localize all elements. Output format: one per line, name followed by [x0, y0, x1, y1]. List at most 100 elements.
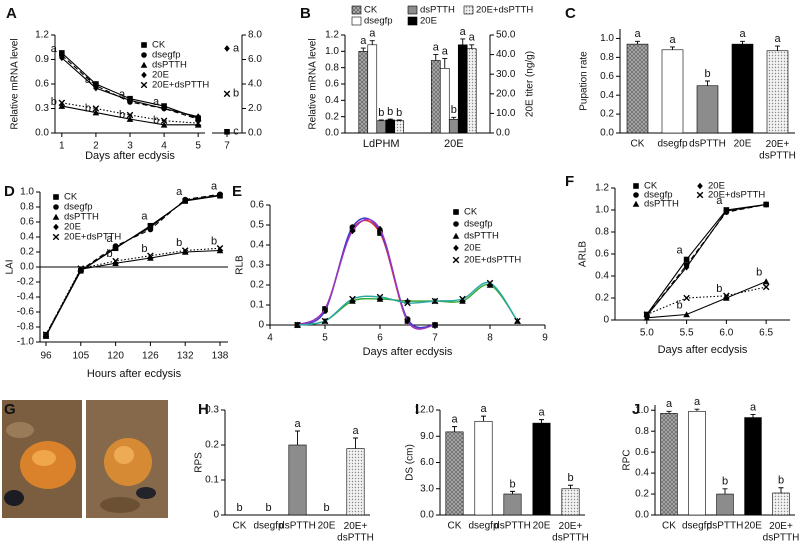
marker	[112, 259, 119, 267]
x-tick-label: 5.0	[640, 328, 654, 339]
panel-label: D	[4, 183, 15, 200]
line	[45, 247, 221, 335]
y-tick-label: 0	[213, 510, 219, 521]
y-tick-label: 0.4	[635, 468, 649, 479]
marker	[224, 128, 230, 135]
marker	[632, 200, 640, 207]
significance-letter: a	[538, 407, 545, 419]
panel-label: C	[565, 5, 576, 22]
significance-letter: b	[451, 104, 457, 116]
significance-letter: a	[352, 425, 359, 437]
error-bar	[750, 413, 756, 418]
marker	[723, 292, 730, 300]
y-tick-label: 0.0	[600, 128, 614, 139]
y-axis-label: ARLB	[578, 241, 589, 267]
error-bar	[481, 415, 486, 422]
error-bar	[775, 45, 780, 51]
y-tick-label: 20.0	[496, 88, 516, 99]
y-axis-label: LAI	[5, 259, 16, 274]
x-tick-label: LdPHM	[363, 138, 400, 150]
significance-letter: b	[141, 243, 147, 255]
significance-letter: b	[107, 248, 113, 260]
marker	[147, 254, 154, 261]
y-tick-label: 0.4	[20, 232, 34, 243]
y-tick-label: 0.6	[595, 249, 609, 260]
significance-letter: a	[469, 32, 476, 44]
exuvia	[4, 490, 24, 506]
bar	[744, 417, 762, 516]
y-tick-label: 0	[258, 320, 264, 331]
x-tick-label: 5	[322, 333, 328, 344]
x-tick-label: 3	[127, 141, 133, 152]
x-tick-label: dsPTTH	[494, 521, 531, 532]
y-tick-label: 0.0	[635, 510, 649, 521]
y-tick-label: -0.8	[17, 322, 35, 333]
legend-swatch	[351, 16, 362, 26]
marker	[77, 265, 85, 272]
x-tick-label: 132	[177, 351, 194, 362]
y-tick-label: 0.2	[595, 293, 609, 304]
line	[297, 218, 436, 330]
y-tick-label: 0.0	[420, 510, 434, 521]
y-tick-label: 0.1	[250, 300, 264, 311]
bar	[439, 68, 450, 134]
y-tick-label: 0.0	[325, 128, 339, 139]
legend-label: 20E+dsPTTH	[476, 5, 533, 16]
y-tick-label: 3.0	[420, 483, 434, 494]
y-tick-label: 0.2	[20, 247, 34, 258]
x-tick-label: 4	[161, 141, 167, 152]
y-axis-label: RPC	[622, 449, 633, 470]
y-tick-label: 0.3	[205, 405, 219, 416]
marker	[459, 297, 466, 304]
error-bar	[369, 40, 375, 45]
x-tick-label: 20E+ dsPTTH	[552, 521, 589, 544]
line	[646, 203, 767, 315]
y-tick-label: 0.4	[600, 90, 614, 101]
significance-letter: b	[119, 109, 125, 121]
y-tick-label: 0.6	[20, 217, 34, 228]
x-tick-label: 126	[142, 351, 159, 362]
error-bar	[635, 40, 640, 45]
bar	[430, 60, 441, 134]
error-bar	[387, 118, 393, 120]
error-bar	[666, 410, 672, 414]
error-bar	[539, 419, 544, 424]
x-tick-label: 138	[212, 351, 229, 362]
marker	[723, 294, 730, 301]
marker	[216, 244, 224, 252]
y-tick-label: -1.0	[17, 337, 35, 348]
marker	[453, 209, 459, 215]
marker	[53, 194, 59, 200]
y-tick-label: 9.0	[420, 431, 434, 442]
marker	[161, 105, 167, 112]
y-tick-label: 0.2	[205, 440, 219, 451]
x-tick-label: 20E	[734, 139, 752, 150]
marker	[321, 317, 329, 325]
line	[297, 217, 436, 329]
y-tick-label: 1.0	[325, 46, 339, 57]
marker	[697, 182, 703, 190]
marker	[59, 54, 65, 62]
marker	[404, 317, 411, 325]
significance-letter: a	[451, 414, 458, 426]
x-tick-label: 6	[377, 333, 383, 344]
panel-label: G	[4, 401, 16, 418]
marker	[349, 295, 356, 303]
x-tick-label: CK	[233, 521, 247, 532]
legend-label: CK	[64, 192, 78, 203]
legend-label: CK	[464, 207, 478, 218]
photo: G	[2, 400, 168, 518]
significance-letter: a	[433, 42, 440, 54]
significance-letter: b	[153, 115, 159, 127]
marker	[376, 293, 384, 301]
x-tick-label: 1	[59, 141, 65, 152]
marker	[762, 283, 770, 291]
y-axis-label: RLB	[235, 255, 246, 275]
x-tick-label: dsPTTH	[689, 139, 726, 150]
marker	[453, 244, 459, 252]
y-tick-label: 0.4	[595, 271, 609, 282]
bar	[448, 118, 459, 134]
x-tick-label: 4	[267, 333, 273, 344]
y-tick-label: 0.9	[35, 54, 49, 65]
error-bar	[694, 408, 700, 412]
